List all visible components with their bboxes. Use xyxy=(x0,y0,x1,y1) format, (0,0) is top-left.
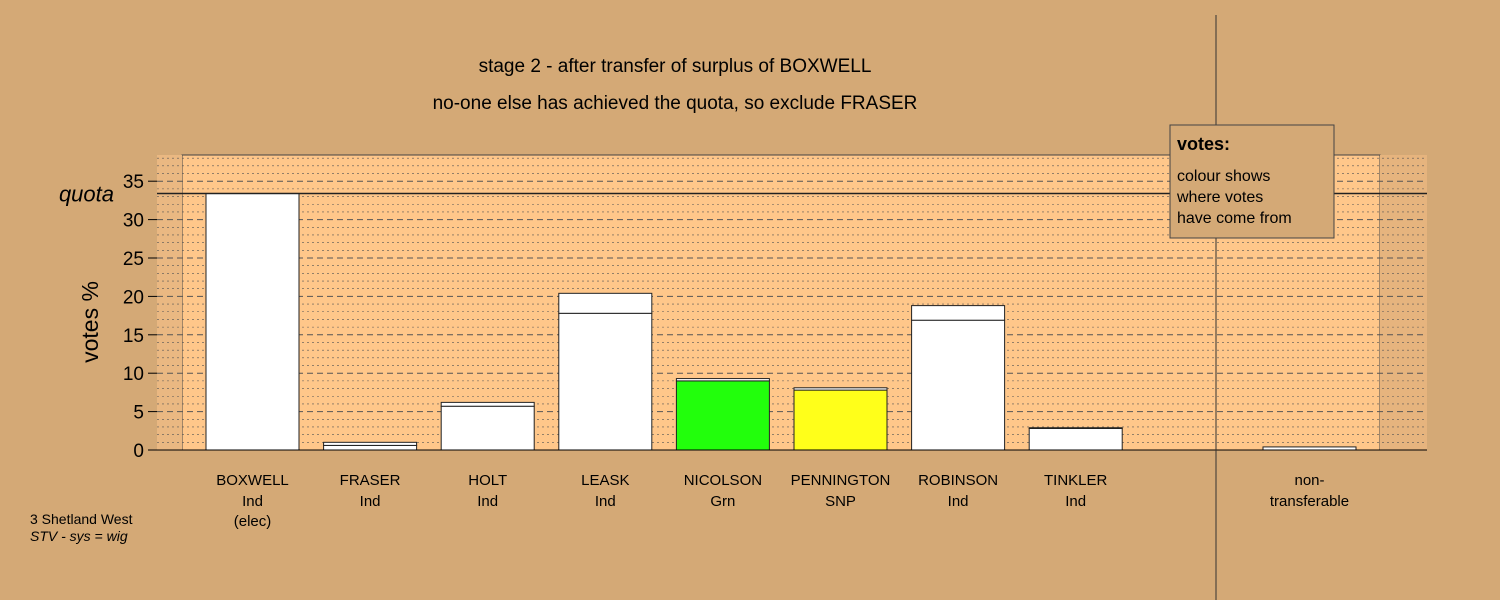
bar-segment-leask xyxy=(558,312,653,451)
bar-segment-boxwell xyxy=(205,192,300,451)
candidate-party-label: Ind xyxy=(242,493,263,510)
candidate-party-label: Ind xyxy=(477,493,498,510)
y-axis-label: votes % xyxy=(77,281,103,363)
bar-segment-nicolson xyxy=(675,380,770,451)
bar-segment-holt xyxy=(440,405,535,451)
nontransferable-label: non- xyxy=(1294,472,1324,489)
y-tick-label: 35 xyxy=(123,172,144,193)
candidate-name-label: PENNINGTON xyxy=(791,472,891,489)
bar-segment-pennington xyxy=(793,387,888,391)
bar-segment-robinson xyxy=(911,305,1006,321)
legend-box xyxy=(1169,124,1335,239)
candidate-name-label: FRASER xyxy=(340,472,401,489)
y-tick-label: 20 xyxy=(123,287,144,308)
bars xyxy=(205,192,1357,451)
gridlines xyxy=(157,157,1427,443)
candidate-name-label: HOLT xyxy=(468,472,507,489)
candidate-party-label: Ind xyxy=(948,493,969,510)
quota-label: quota xyxy=(59,181,114,206)
bar-segment-robinson xyxy=(911,319,1006,451)
bar-segment-tinkler xyxy=(1028,427,1123,429)
legend-line-2: where votes xyxy=(1176,189,1263,206)
candidate-party-label: SNP xyxy=(825,493,856,510)
y-tick-label: 0 xyxy=(133,441,144,462)
chart-title: stage 2 - after transfer of surplus of B… xyxy=(479,56,872,77)
y-tick-label: 5 xyxy=(133,403,144,424)
bar-segment-pennington xyxy=(793,389,888,451)
bar-segment-nicolson xyxy=(675,378,770,382)
plot-outer-band-left xyxy=(157,155,182,450)
candidate-party-label: Ind xyxy=(1065,493,1086,510)
candidate-name-label: BOXWELL xyxy=(216,472,289,489)
candidate-note-label: (elec) xyxy=(234,513,272,530)
bar-segment-tinkler xyxy=(1028,427,1123,451)
y-tick-label: 30 xyxy=(123,211,144,232)
candidate-party-label: Ind xyxy=(360,493,381,510)
nontransferable-label-2: transferable xyxy=(1270,493,1349,510)
plot-outer-band-right xyxy=(1380,155,1427,450)
bar-segment-leask xyxy=(558,292,653,314)
candidate-name-label: TINKLER xyxy=(1044,472,1108,489)
y-tick-label: 15 xyxy=(123,326,144,347)
candidate-party-label: Ind xyxy=(595,493,616,510)
legend-line-3: have come from xyxy=(1177,210,1292,227)
candidate-name-label: LEASK xyxy=(581,472,629,489)
legend-line-1: colour shows xyxy=(1177,168,1270,185)
y-tick-label: 25 xyxy=(123,249,144,270)
chart-subtitle: no-one else has achieved the quota, so e… xyxy=(433,93,918,114)
candidate-name-label: ROBINSON xyxy=(918,472,998,489)
bar-segment-fraser xyxy=(323,441,418,446)
x-axis-labels: BOXWELL Ind (elec) FRASER Ind HOLT Ind LEASK Ind… xyxy=(216,472,1349,530)
candidate-party-label: Grn xyxy=(710,493,735,510)
bar-segment-holt xyxy=(440,401,535,407)
y-tick-label: 10 xyxy=(123,364,144,385)
y-axis: 0 5 10 15 20 25 30 35 xyxy=(123,172,157,462)
footer-ward: 3 Shetland West xyxy=(30,511,133,527)
bar-segment-fraser xyxy=(323,444,418,451)
legend-title: votes: xyxy=(1177,134,1230,154)
footer-system: STV - sys = wig xyxy=(30,528,128,544)
candidate-name-label: NICOLSON xyxy=(684,472,762,489)
